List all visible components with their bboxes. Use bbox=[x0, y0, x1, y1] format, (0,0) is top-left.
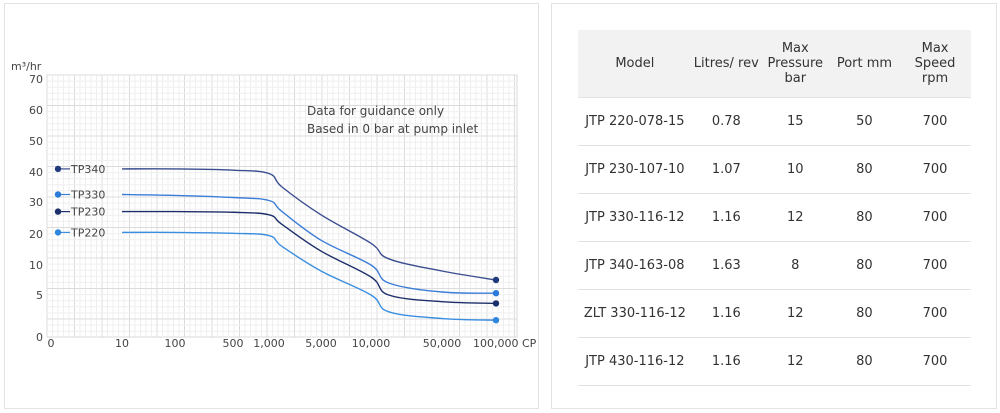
cell-port: 80 bbox=[829, 337, 900, 386]
table-row: JTP 220-078-15 0.78 15 50 700 bbox=[578, 97, 971, 146]
cell-speed: 700 bbox=[899, 193, 971, 242]
series-label-tp220: TP220 bbox=[70, 226, 105, 239]
header-max-speed: Max Speed rpm bbox=[899, 30, 971, 98]
x-tick-label: 500 bbox=[223, 337, 244, 350]
series-line-tp230 bbox=[121, 210, 497, 305]
cell-port: 50 bbox=[829, 97, 900, 146]
series-label-tp340: TP340 bbox=[70, 163, 105, 176]
header-litres-rev: Litres/ rev bbox=[691, 30, 761, 98]
series-end-marker bbox=[492, 290, 500, 297]
header-port: Port mm bbox=[829, 30, 900, 98]
series-line-tp330 bbox=[121, 193, 497, 294]
table-row: JTP 340-163-08 1.63 8 80 700 bbox=[578, 241, 971, 290]
cell-litres: 1.07 bbox=[691, 145, 761, 194]
cell-port: 80 bbox=[829, 241, 900, 290]
chart-panel: m³/hr 0 5 10 20 30 40 50 60 70 0 10 100 500 1,000 5,000… bbox=[4, 3, 539, 409]
cell-pressure: 12 bbox=[760, 193, 830, 242]
cell-litres: 1.16 bbox=[691, 193, 761, 242]
cell-pressure: 8 bbox=[760, 241, 830, 290]
cell-litres: 1.63 bbox=[691, 241, 761, 290]
cell-port: 80 bbox=[829, 145, 900, 194]
cell-pressure: 15 bbox=[760, 97, 830, 146]
header-model: Model bbox=[578, 30, 692, 98]
y-tick-label: 10 bbox=[29, 259, 43, 272]
table-row: ZLT 330-116-12 1.16 12 80 700 bbox=[578, 289, 971, 338]
series-label-tp230: TP230 bbox=[70, 206, 105, 219]
series-line-tp340 bbox=[121, 168, 497, 281]
cell-model: JTP 430-116-12 bbox=[578, 337, 692, 386]
y-tick-label: 60 bbox=[29, 104, 43, 117]
series-start-marker bbox=[54, 165, 62, 173]
y-tick-label: 20 bbox=[29, 228, 43, 241]
y-tick-label: 0 bbox=[36, 331, 43, 344]
y-tick-label: 5 bbox=[36, 289, 43, 302]
cell-litres: 1.16 bbox=[691, 337, 761, 386]
series-line-tp220 bbox=[121, 231, 497, 321]
x-tick-label: 1,000 bbox=[253, 337, 285, 350]
specs-header-row: Model Litres/ rev Max Pressure bar Port … bbox=[578, 30, 971, 98]
cell-speed: 700 bbox=[899, 97, 971, 146]
cell-litres: 1.16 bbox=[691, 289, 761, 338]
chart-annotation: Data for guidance only bbox=[307, 104, 444, 118]
x-tick-label: 100 bbox=[165, 337, 186, 350]
cell-port: 80 bbox=[829, 193, 900, 242]
x-tick-label: 50,000 bbox=[423, 337, 462, 350]
cell-port: 80 bbox=[829, 289, 900, 338]
y-tick-label: 50 bbox=[29, 135, 43, 148]
cell-speed: 700 bbox=[899, 145, 971, 194]
cell-speed: 700 bbox=[899, 337, 971, 386]
header-max-pressure: Max Pressure bar bbox=[760, 30, 830, 98]
table-row: JTP 230-107-10 1.07 10 80 700 bbox=[578, 145, 971, 194]
cell-model: ZLT 330-116-12 bbox=[578, 289, 692, 338]
cell-speed: 700 bbox=[899, 289, 971, 338]
cell-model: JTP 220-078-15 bbox=[578, 97, 692, 146]
chart-annotation: Based in 0 bar at pump inlet bbox=[307, 122, 478, 136]
table-row: JTP 330-116-12 1.16 12 80 700 bbox=[578, 193, 971, 242]
cell-litres: 0.78 bbox=[691, 97, 761, 146]
series-start-marker bbox=[54, 229, 62, 236]
x-tick-label: 0 bbox=[48, 337, 55, 350]
y-tick-label: 70 bbox=[29, 73, 43, 86]
x-tick-label: 10 bbox=[115, 337, 129, 350]
x-tick-label: 100,000 CP bbox=[473, 337, 537, 350]
cell-pressure: 12 bbox=[760, 289, 830, 338]
series-start-marker bbox=[54, 191, 62, 198]
x-tick-label: 5,000 bbox=[305, 337, 337, 350]
y-axis-label: m³/hr bbox=[11, 60, 42, 73]
cell-pressure: 10 bbox=[760, 145, 830, 194]
plot-area bbox=[46, 74, 518, 338]
series-label-tp330: TP330 bbox=[70, 189, 105, 202]
cell-model: JTP 230-107-10 bbox=[578, 145, 692, 194]
series-end-marker bbox=[492, 317, 500, 324]
cell-model: JTP 330-116-12 bbox=[578, 193, 692, 242]
cell-model: JTP 340-163-08 bbox=[578, 241, 692, 290]
series-end-marker bbox=[492, 300, 500, 307]
pump-curve-chart: m³/hr 0 5 10 20 30 40 50 60 70 0 10 100 500 1,000 5,000… bbox=[11, 60, 537, 350]
specs-panel: Model Litres/ rev Max Pressure bar Port … bbox=[551, 3, 997, 409]
x-tick-label: 10,000 bbox=[352, 337, 391, 350]
series-start-marker bbox=[54, 208, 62, 215]
y-tick-label: 30 bbox=[29, 196, 43, 209]
cell-speed: 700 bbox=[899, 241, 971, 290]
cell-pressure: 12 bbox=[760, 337, 830, 386]
series-end-marker bbox=[492, 276, 500, 284]
specs-table: Model Litres/ rev Max Pressure bar Port … bbox=[578, 30, 971, 386]
table-row: JTP 430-116-12 1.16 12 80 700 bbox=[578, 337, 971, 386]
y-tick-label: 40 bbox=[29, 166, 43, 179]
